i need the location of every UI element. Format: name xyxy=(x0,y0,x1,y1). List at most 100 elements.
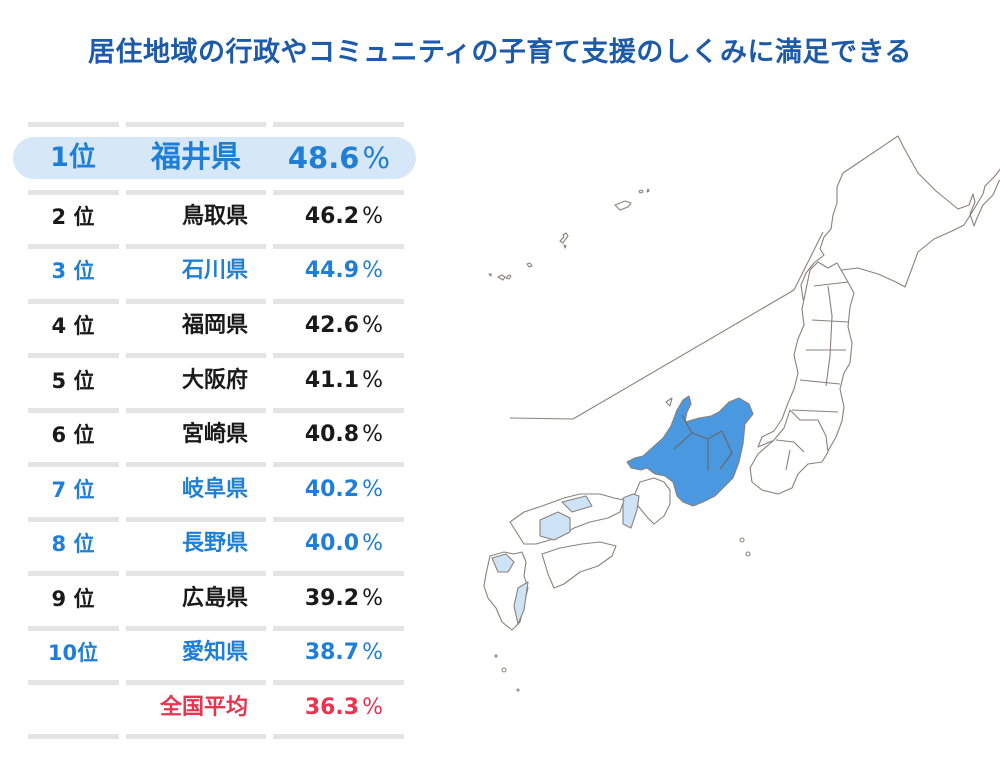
national-average-row: 全国平均 36.3% xyxy=(0,688,430,728)
miyazaki xyxy=(513,581,529,625)
percent-unit: % xyxy=(362,531,383,556)
separator xyxy=(126,244,266,249)
separator xyxy=(28,626,119,631)
okinawa-island xyxy=(488,262,533,281)
okinawa-island xyxy=(559,232,569,249)
separator xyxy=(273,462,404,467)
percentage-value: 36.3 xyxy=(304,695,360,720)
ranking-row: 8 位 長野県 40.0% xyxy=(0,524,430,564)
kanto xyxy=(749,409,829,495)
separator xyxy=(28,122,119,127)
percent-unit: % xyxy=(362,258,383,283)
percentage-value: 40.0 xyxy=(304,531,360,556)
separator xyxy=(273,190,404,195)
percentage-value: 44.9 xyxy=(304,258,360,283)
percentage-value: 40.2 xyxy=(304,477,360,502)
top-rank-highlight xyxy=(13,137,416,179)
percent-unit: % xyxy=(362,422,383,447)
separator xyxy=(273,299,404,304)
okinawa-island xyxy=(614,188,650,211)
shikoku xyxy=(541,541,617,589)
fukuoka xyxy=(491,553,515,573)
prefecture-name: 長野県 xyxy=(181,531,248,556)
percentage-value: 42.6 xyxy=(304,313,360,338)
separator xyxy=(126,353,266,358)
separator xyxy=(126,462,266,467)
separator xyxy=(273,680,404,685)
ranking-row: 9 位 広島県 39.2% xyxy=(0,579,430,619)
percent-unit: % xyxy=(362,204,383,229)
percentage-value: 46.2 xyxy=(304,204,360,229)
prefecture-borders xyxy=(825,285,833,387)
southern-islands xyxy=(494,654,520,692)
percentage: 48.6% xyxy=(268,138,390,178)
prefecture-name: 鳥取県 xyxy=(181,204,248,229)
separator xyxy=(28,571,119,576)
separator xyxy=(273,517,404,522)
percent-unit: % xyxy=(362,368,383,393)
percentage: 42.6% xyxy=(273,306,383,346)
separator xyxy=(28,353,119,358)
sado-island xyxy=(665,397,673,407)
hiroshima xyxy=(539,511,571,541)
separator xyxy=(28,680,119,685)
percentage: 40.0% xyxy=(273,524,383,564)
rank-label: 8 位 xyxy=(51,532,95,556)
hokkaido xyxy=(800,135,1000,326)
kinki xyxy=(633,477,671,525)
prefecture-name: 石川県 xyxy=(181,258,248,283)
percentage-value: 48.6 xyxy=(287,141,360,175)
ranking-row: 3 位 石川県 44.9% xyxy=(0,251,430,291)
separator xyxy=(126,734,266,739)
ranking-row: 7 位 岐阜県 40.2% xyxy=(0,470,430,510)
rank-label: 6 位 xyxy=(51,423,95,447)
rank-label: 10位 xyxy=(47,641,99,665)
page-title: 居住地域の行政やコミュニティの子育て支援のしくみに満足できる xyxy=(88,37,912,68)
separator xyxy=(273,122,404,127)
national-average-label: 全国平均 xyxy=(159,695,248,720)
separator xyxy=(28,299,119,304)
tottori xyxy=(561,495,593,513)
national-average-percentage: 36.3% xyxy=(273,688,383,728)
prefecture-name: 広島県 xyxy=(181,586,248,611)
percent-unit: % xyxy=(362,141,390,175)
percentage-value: 40.8 xyxy=(304,422,360,447)
ranking-row: 4 位 福岡県 42.6% xyxy=(0,306,430,346)
separator xyxy=(28,462,119,467)
separator xyxy=(126,299,266,304)
rank-label: 9 位 xyxy=(51,587,95,611)
separator xyxy=(28,408,119,413)
percentage: 39.2% xyxy=(273,579,383,619)
rank-label: 5 位 xyxy=(51,369,95,393)
rank-label: 1位 xyxy=(50,142,96,173)
prefecture-name: 岐阜県 xyxy=(181,477,248,502)
separator xyxy=(28,244,119,249)
prefecture-name: 愛知県 xyxy=(181,640,248,665)
separator xyxy=(273,571,404,576)
osaka xyxy=(622,493,640,529)
japan-map-svg xyxy=(483,135,1000,692)
percentage: 46.2% xyxy=(273,197,383,237)
ranking-row: 10位 愛知県 38.7% xyxy=(0,633,430,673)
separator xyxy=(273,353,404,358)
prefecture-name: 大阪府 xyxy=(181,368,248,393)
separator xyxy=(126,571,266,576)
percentage-value: 41.1 xyxy=(304,368,360,393)
rank-label: 2 位 xyxy=(51,205,95,229)
percent-unit: % xyxy=(362,313,383,338)
separator xyxy=(28,190,119,195)
ranking-table: 1位 福井県 48.6% 2 位 鳥取県 46.2% 3 位 石川県 44.9% 4 位 福岡県 42… xyxy=(0,0,430,767)
ranking-row: 2 位 鳥取県 46.2% xyxy=(0,197,430,237)
rank-label: 7 位 xyxy=(51,478,95,502)
separator xyxy=(273,626,404,631)
ranking-row: 6 位 宮崎県 40.8% xyxy=(0,415,430,455)
separator xyxy=(273,408,404,413)
percentage: 44.9% xyxy=(273,251,383,291)
rank-label: 4 位 xyxy=(51,314,95,338)
prefecture-name: 宮崎県 xyxy=(181,422,248,447)
chubu-top10-region xyxy=(626,395,754,507)
okinawa-inset-divider xyxy=(509,231,824,420)
separator xyxy=(126,680,266,685)
separator xyxy=(273,244,404,249)
percentage: 40.8% xyxy=(273,415,383,455)
